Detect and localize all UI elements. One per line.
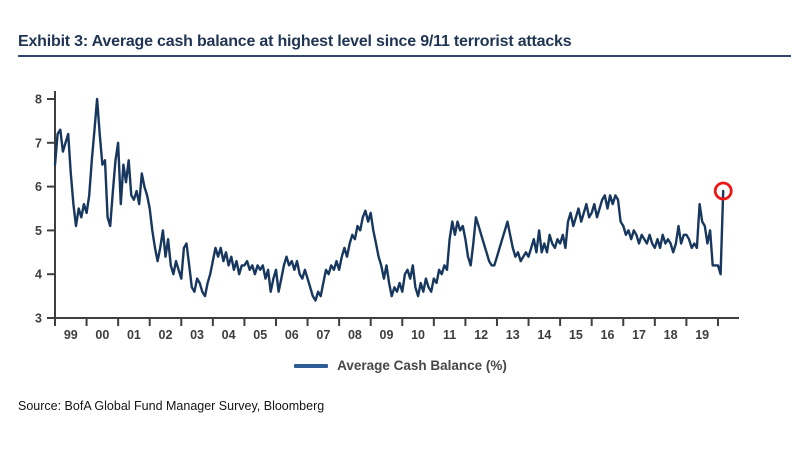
x-axis-tick-label: 01 bbox=[127, 328, 141, 342]
x-axis-tick-label: 09 bbox=[380, 328, 394, 342]
average-cash-balance-series bbox=[53, 97, 725, 302]
x-axis-tick-label: 15 bbox=[569, 328, 583, 342]
exhibit-title: Exhibit 3: Average cash balance at highe… bbox=[18, 33, 572, 50]
source-note: Source: BofA Global Fund Manager Survey,… bbox=[18, 399, 325, 413]
x-axis-tick-label: 05 bbox=[253, 328, 267, 342]
latest-point-highlight-circle bbox=[713, 181, 733, 201]
x-axis-tick-label: 10 bbox=[411, 328, 425, 342]
x-axis-tick-label: 12 bbox=[474, 328, 488, 342]
x-axis-tick-label: 08 bbox=[348, 328, 362, 342]
legend-line-swatch bbox=[294, 363, 329, 368]
x-axis-tick-label: 99 bbox=[64, 328, 78, 342]
y-axis-tick-label: 6 bbox=[35, 180, 42, 194]
x-axis-tick-label: 13 bbox=[506, 328, 520, 342]
x-axis-tick-label: 07 bbox=[316, 328, 330, 342]
x-axis-tick-label: 06 bbox=[285, 328, 299, 342]
legend-label: Average Cash Balance (%) bbox=[337, 358, 507, 373]
x-axis-tick-label: 03 bbox=[190, 328, 204, 342]
x-axis-tick-label: 02 bbox=[159, 328, 173, 342]
x-axis-tick-label: 17 bbox=[632, 328, 646, 342]
x-axis-tick-label: 14 bbox=[537, 328, 551, 342]
x-axis-tick-label: 00 bbox=[95, 328, 109, 342]
x-axis-tick-label: 16 bbox=[601, 328, 615, 342]
x-axis-tick-label: 04 bbox=[222, 328, 236, 342]
x-axis-tick-label: 19 bbox=[695, 328, 709, 342]
y-axis-tick-label: 8 bbox=[35, 93, 42, 107]
y-axis-tick-label: 5 bbox=[35, 224, 42, 238]
cash-balance-line-chart: 3 4 5 6 7 8 99 00 01 02 03 04 05 06 07 08 09 10 11 12 13 14 15… bbox=[35, 91, 739, 342]
x-axis-tick-label: 18 bbox=[664, 328, 678, 342]
y-axis-tick-label: 3 bbox=[35, 312, 42, 326]
x-axis-tick-label: 11 bbox=[443, 328, 456, 342]
y-axis-tick-label: 4 bbox=[35, 268, 42, 282]
chart-legend: Average Cash Balance (%) bbox=[0, 358, 801, 373]
y-axis-tick-label: 7 bbox=[35, 136, 42, 150]
title-underline bbox=[18, 55, 791, 57]
